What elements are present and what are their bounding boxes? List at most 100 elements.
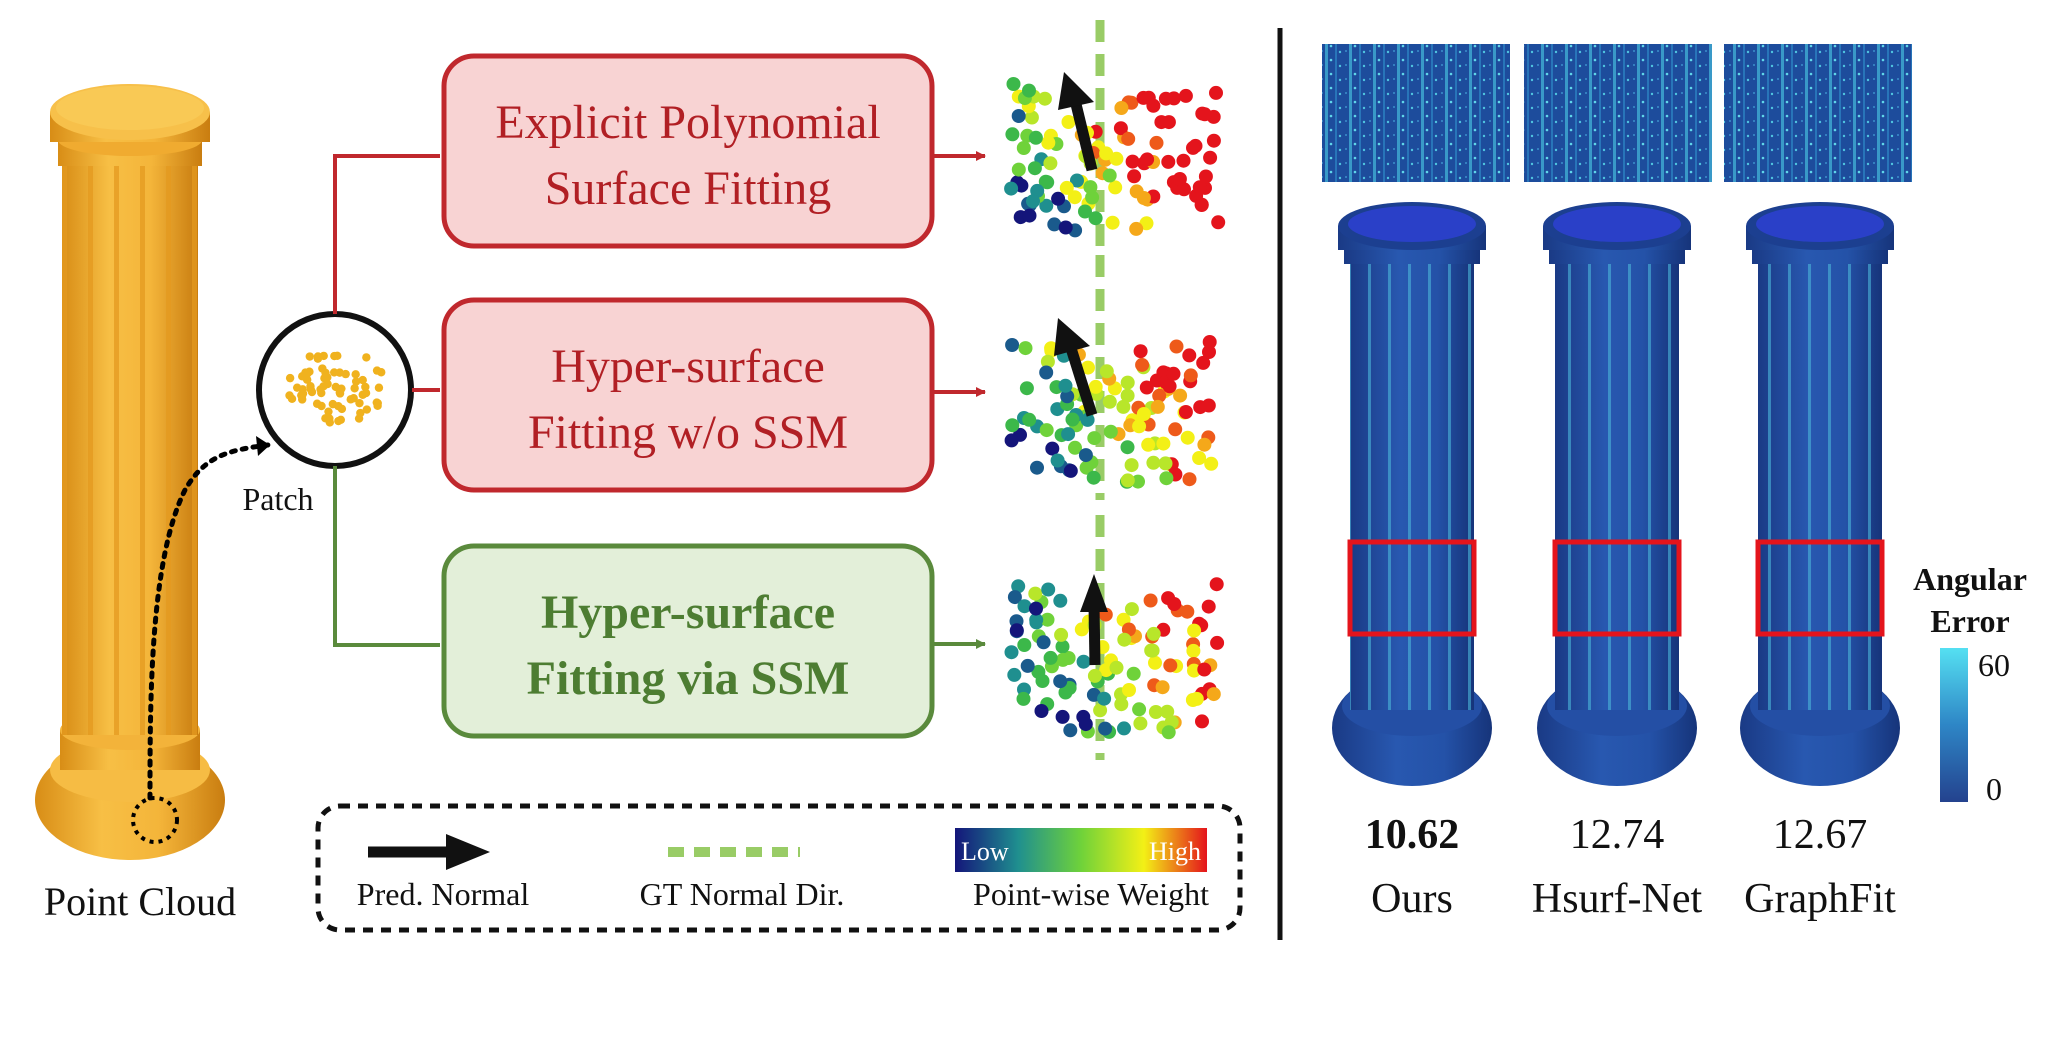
result-error-graphfit: 12.67 — [1773, 812, 1868, 858]
weighted-point — [1196, 355, 1211, 370]
weighted-point — [1192, 451, 1207, 465]
weighted-point — [1194, 197, 1209, 212]
weighted-point — [1160, 704, 1175, 719]
point-cloud-label: Point Cloud — [44, 879, 236, 924]
patch-point — [362, 405, 372, 414]
weighted-point — [1121, 131, 1136, 146]
angular-error-colorbar: Angular Error 60 0 — [1913, 561, 2027, 807]
weighted-point — [1161, 154, 1176, 169]
weighted-point — [1203, 150, 1218, 165]
weighted-point — [1148, 705, 1163, 719]
weighted-point — [1078, 448, 1093, 463]
weighted-point — [1085, 190, 1100, 205]
weighted-point — [1139, 380, 1154, 395]
weighted-point — [1180, 604, 1195, 619]
method-hyper-ssm-line2: Fitting via SSM — [527, 652, 850, 705]
weighted-point — [1039, 365, 1054, 380]
weighted-point — [1078, 717, 1093, 732]
method-hyper-wo-ssm-line2: Fitting w/o SSM — [528, 406, 848, 459]
weighted-point — [1068, 440, 1082, 455]
weighted-point — [1189, 691, 1204, 706]
weighted-point — [1163, 658, 1178, 673]
error-column — [1537, 202, 1697, 786]
weighted-point — [1055, 709, 1070, 724]
weighted-point — [1187, 663, 1201, 678]
weighted-point — [1161, 725, 1176, 740]
weighted-point — [1166, 366, 1181, 381]
weighted-point — [1108, 180, 1123, 195]
weighted-point — [1140, 152, 1155, 167]
weighted-point — [1063, 723, 1078, 738]
weighted-patch-explicit — [1004, 20, 1226, 265]
weighted-point — [1202, 335, 1217, 349]
method-box-hyper-wo-ssm: Hyper-surface Fitting w/o SSM — [441, 297, 935, 493]
patch-point — [324, 407, 333, 416]
weighted-point — [1080, 412, 1095, 427]
weighted-point — [1209, 85, 1223, 100]
weighted-point — [1158, 91, 1173, 106]
weighted-point — [1029, 601, 1043, 616]
weighted-point — [1011, 162, 1026, 177]
patch-point — [305, 352, 314, 361]
method-box-explicit: Explicit Polynomial Surface Fitting — [441, 53, 935, 249]
weighted-point — [1028, 586, 1043, 601]
pred-normal-arrow — [1058, 72, 1098, 172]
patch-point — [317, 388, 326, 398]
weighted-point — [1098, 721, 1113, 736]
weighted-point — [1039, 423, 1054, 438]
weighted-point — [1206, 133, 1221, 148]
weighted-point — [1055, 652, 1070, 667]
weighted-point — [1201, 398, 1216, 413]
weighted-point — [1169, 339, 1184, 354]
weighted-point — [1117, 721, 1131, 736]
weighted-point — [1093, 703, 1108, 718]
weighted-point — [1173, 388, 1188, 403]
weighted-point — [1004, 433, 1019, 448]
weighted-point — [1078, 204, 1092, 219]
patch-point — [285, 391, 294, 400]
patch-point — [358, 375, 367, 385]
patch-point — [302, 375, 312, 384]
weighted-point — [1086, 470, 1101, 485]
weighted-point — [1120, 473, 1135, 488]
weighted-point — [1131, 474, 1145, 489]
weighted-point — [1114, 697, 1129, 712]
weighted-point — [1045, 441, 1060, 456]
weighted-point — [1105, 215, 1120, 230]
weighted-point — [1158, 456, 1173, 471]
patch-point — [372, 366, 382, 375]
weighted-point — [1070, 173, 1084, 188]
weighted-point — [1041, 135, 1056, 150]
weighted-point — [1081, 360, 1095, 375]
weighted-point — [1063, 463, 1078, 478]
weighted-point — [1016, 691, 1031, 706]
legend-gt-normal-label: GT Normal Dir. — [640, 876, 845, 912]
weighted-point — [1133, 716, 1148, 731]
patch-point — [334, 401, 343, 411]
weighted-point — [1039, 198, 1054, 213]
patch-point — [325, 418, 335, 427]
weighted-point — [1197, 437, 1212, 452]
weighted-point — [1005, 338, 1020, 352]
patch-point — [317, 401, 326, 411]
weighted-point — [1162, 379, 1177, 394]
weighted-point — [1201, 599, 1216, 614]
weighted-point — [1005, 127, 1020, 142]
weighted-point — [1141, 437, 1156, 452]
weighted-point — [1197, 107, 1212, 122]
weighted-point — [1102, 168, 1117, 183]
weighted-point — [1148, 655, 1162, 670]
pred-normal-arrow — [1054, 318, 1098, 417]
weighted-point — [1159, 471, 1174, 486]
result-method-hsurf-net: Hsurf-Net — [1532, 876, 1703, 922]
weighted-point — [1132, 702, 1147, 717]
weighted-point — [1007, 590, 1022, 605]
weighted-point — [1088, 211, 1103, 226]
patch-point — [301, 368, 310, 377]
weighted-point — [1132, 419, 1147, 434]
weighted-point — [1005, 418, 1020, 433]
weighted-point — [1143, 593, 1158, 608]
method-box-hyper-ssm: Hyper-surface Fitting via SSM — [441, 543, 935, 739]
weighted-point — [1029, 612, 1044, 627]
patch-point — [306, 385, 316, 394]
